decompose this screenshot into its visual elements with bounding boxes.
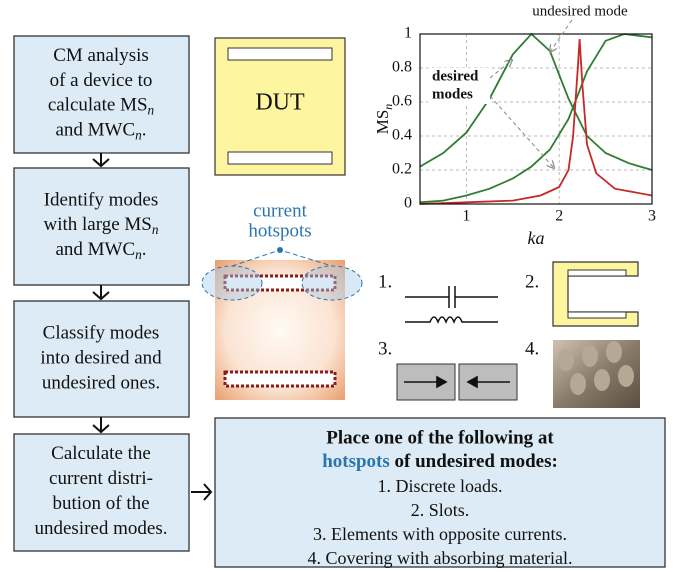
y-tick-label: 0.2: [392, 161, 412, 178]
hotspot-ellipse: [302, 266, 362, 300]
panel-item: 2. Slots.: [411, 500, 470, 520]
x-tick-label: 2: [555, 208, 563, 225]
text-line: Classify modes: [43, 322, 160, 343]
option-number: 3.: [378, 338, 392, 359]
capacitor-inductor: [405, 286, 498, 322]
x-axis-label: ka: [528, 228, 545, 248]
slot-icon-gap: [568, 312, 626, 318]
text-line: of a device to: [50, 70, 153, 91]
figure: DUT current hotspots 1. 2. 3. 4. Place o…: [0, 0, 677, 572]
panel-title: hotspots of undesired modes:: [322, 451, 558, 472]
y-tick-label: 0: [404, 195, 412, 212]
dut-slot: [228, 152, 332, 164]
text-line: calculate MSn: [48, 95, 155, 118]
text-line: Identify modes: [44, 189, 159, 210]
annotation: modes: [432, 86, 473, 102]
text-line: Calculate the: [51, 443, 151, 464]
panel-item: 1. Discrete loads.: [378, 476, 503, 496]
option-number: 1.: [378, 271, 392, 292]
text-line: with large MSn: [43, 214, 158, 237]
text-line: undesired ones.: [42, 372, 160, 393]
text-part: with large MS: [43, 214, 151, 235]
y-tick-label: 0.8: [392, 59, 412, 76]
text-line: and MWCn.: [55, 120, 146, 143]
subscript: n: [381, 104, 395, 110]
subscript: n: [148, 103, 155, 118]
hotspot-dot: [277, 247, 283, 253]
plot-area: [420, 34, 652, 204]
dut-slot: [228, 48, 332, 60]
hot-slot: [225, 372, 335, 386]
hotspot-ellipse: [202, 266, 262, 300]
x-tick-label: 1: [462, 208, 470, 225]
text-part: MS: [373, 110, 392, 135]
text-line: MSn: [373, 104, 395, 135]
hotspot-label: hotspots: [248, 220, 311, 241]
annotation: undesired mode: [532, 3, 628, 19]
text-line: undesired modes.: [35, 518, 168, 539]
panel-item: 4. Covering with absorbing material.: [308, 548, 573, 568]
text-part: and MWC: [55, 239, 135, 260]
text-line: CM analysis: [53, 45, 149, 66]
text-part: .: [142, 239, 147, 260]
text-part: .: [142, 120, 147, 141]
text-line: into desired and: [40, 347, 162, 368]
text-part: and MWC: [55, 120, 135, 141]
text-line: and MWCn.: [55, 239, 146, 262]
text-line: bution of the: [52, 493, 149, 514]
panel-title: Place one of the following at: [326, 427, 554, 448]
option-number: 2.: [525, 271, 539, 292]
y-tick-label: 0.4: [392, 127, 412, 144]
subscript: n: [152, 222, 159, 237]
annotation: desired: [432, 68, 479, 84]
x-tick-label: 3: [648, 208, 656, 225]
dut-label: DUT: [255, 90, 305, 116]
y-tick-label: 0.6: [392, 93, 412, 110]
text-part: calculate MS: [48, 95, 148, 116]
text-line: current distri-: [49, 468, 153, 489]
y-tick-label: 1: [404, 25, 412, 42]
panel-title-part: hotspots: [322, 451, 390, 472]
panel-title-part: of undesired modes:: [390, 451, 558, 472]
option-number: 4.: [525, 338, 539, 359]
hotspot-label: current: [253, 200, 308, 221]
panel-item: 3. Elements with opposite currents.: [313, 524, 567, 544]
slot-icon-gap: [568, 270, 626, 276]
